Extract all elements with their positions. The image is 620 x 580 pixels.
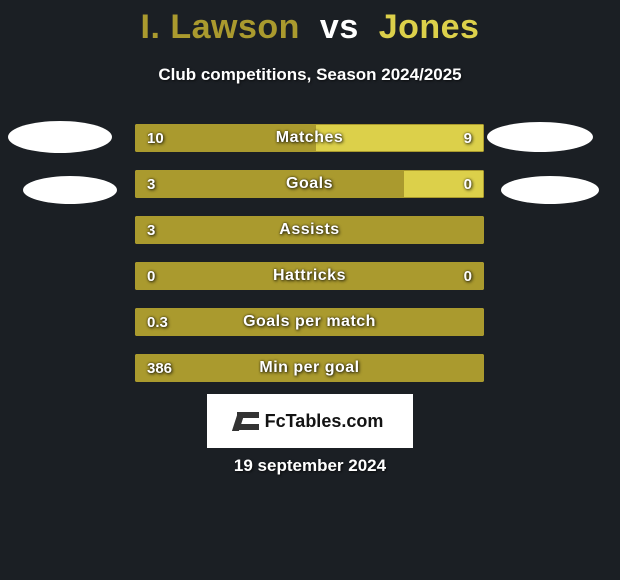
fctables-icon bbox=[237, 412, 259, 430]
player1-name: I. Lawson bbox=[141, 8, 300, 46]
date-text: 19 september 2024 bbox=[0, 456, 620, 476]
stat-row: 30Goals bbox=[135, 170, 484, 198]
avatar-right-2 bbox=[501, 176, 599, 204]
fctables-text: FcTables.com bbox=[265, 411, 384, 432]
stat-row: 3Assists bbox=[135, 216, 484, 244]
avatar-left-2 bbox=[23, 176, 117, 204]
comparison-card: I. Lawson vs Jones Club competitions, Se… bbox=[0, 0, 620, 580]
title: I. Lawson vs Jones bbox=[0, 0, 620, 47]
fctables-badge: FcTables.com bbox=[207, 394, 413, 448]
stat-bars: 109Matches 30Goals 3Assists 00Hattricks 0.3G… bbox=[135, 124, 484, 400]
bar-label: Assists bbox=[135, 216, 484, 244]
bar-label: Matches bbox=[135, 124, 484, 152]
bar-label: Hattricks bbox=[135, 262, 484, 290]
vs-text: vs bbox=[320, 8, 359, 46]
stat-row: 0.3Goals per match bbox=[135, 308, 484, 336]
avatar-right-1 bbox=[487, 122, 593, 152]
bar-label: Min per goal bbox=[135, 354, 484, 382]
stat-row: 00Hattricks bbox=[135, 262, 484, 290]
bar-label: Goals per match bbox=[135, 308, 484, 336]
stat-row: 386Min per goal bbox=[135, 354, 484, 382]
avatar-left-1 bbox=[8, 121, 112, 153]
player2-name: Jones bbox=[379, 8, 480, 46]
stat-row: 109Matches bbox=[135, 124, 484, 152]
subtitle: Club competitions, Season 2024/2025 bbox=[0, 65, 620, 85]
bar-label: Goals bbox=[135, 170, 484, 198]
